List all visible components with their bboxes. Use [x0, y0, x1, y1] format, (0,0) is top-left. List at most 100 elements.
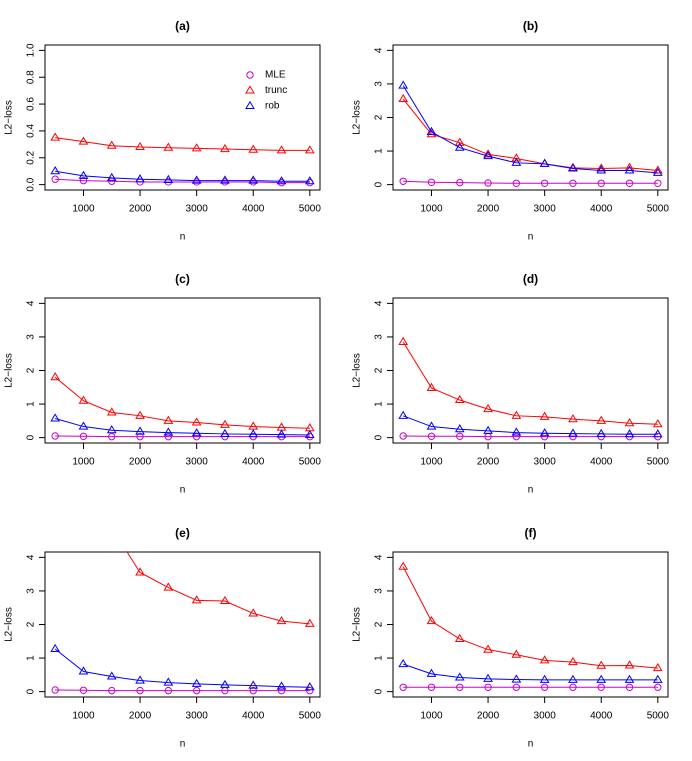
point — [426, 668, 437, 677]
plot-area — [398, 80, 663, 187]
point — [220, 428, 230, 437]
y-tick-label: 4 — [374, 300, 385, 306]
point — [304, 682, 315, 691]
point — [483, 644, 493, 653]
point — [484, 179, 492, 187]
point — [249, 686, 257, 695]
point — [78, 136, 89, 145]
point — [50, 413, 61, 422]
x-axis-label: n — [528, 232, 534, 243]
point — [456, 432, 464, 440]
series-line — [55, 689, 310, 692]
plot-box — [44, 44, 321, 191]
x-tick-label: 1000 — [72, 204, 95, 215]
point — [483, 673, 493, 682]
panel: (c) 1000 2000 3000 4000 5000 0 1 2 3 4 n L2−loss — [4, 272, 322, 495]
panel: (b) 1000 2000 3000 4000 5000 0 1 2 3 4 n L2−loss — [352, 19, 670, 242]
series-line — [55, 178, 310, 184]
point — [163, 582, 174, 591]
point — [220, 143, 230, 153]
chart-title: (b) — [523, 19, 538, 33]
point — [454, 137, 465, 146]
point — [163, 677, 174, 686]
point — [164, 432, 173, 441]
point — [135, 675, 145, 684]
point — [248, 144, 259, 153]
chart-title: (e) — [175, 526, 190, 540]
point — [625, 179, 634, 187]
y-tick-label: 1.0 — [26, 43, 37, 57]
point — [220, 595, 230, 605]
series-line — [55, 170, 310, 182]
point — [427, 178, 436, 186]
chart-title: (d) — [523, 272, 538, 286]
point — [136, 432, 144, 441]
point — [596, 660, 607, 669]
point — [597, 683, 605, 691]
y-tick-label: 2 — [26, 621, 37, 627]
series-line — [55, 137, 310, 151]
point — [106, 425, 117, 434]
point — [569, 683, 577, 691]
plot-area — [50, 132, 315, 187]
point — [248, 608, 259, 617]
point — [512, 683, 521, 691]
point — [454, 424, 465, 433]
x-tick-label: 5000 — [299, 457, 322, 468]
point — [79, 686, 88, 694]
point — [276, 681, 287, 690]
point — [596, 674, 607, 683]
x-axis-label: n — [528, 739, 534, 750]
x-axis-label: n — [180, 485, 186, 496]
x-tick-label: 2000 — [477, 457, 500, 468]
y-tick-label: 4 — [374, 47, 385, 53]
plot-box — [44, 551, 321, 698]
x-tick-label: 4000 — [590, 457, 613, 468]
point — [106, 407, 117, 416]
point — [652, 662, 663, 672]
y-axis-label: L2−loss — [352, 100, 363, 135]
point — [511, 153, 522, 162]
point — [276, 145, 287, 154]
legend-label: MLE — [265, 70, 286, 81]
panel: (e) 1000 2000 3000 4000 5000 0 1 2 3 4 n L2−loss — [4, 402, 322, 749]
series-line — [402, 341, 658, 425]
series-line — [402, 566, 658, 669]
x-tick-label: 2000 — [477, 204, 500, 215]
point — [135, 174, 145, 183]
legend-label: rob — [265, 101, 280, 112]
point — [596, 163, 607, 172]
y-tick-label: 2 — [374, 621, 385, 627]
point — [454, 142, 465, 151]
point — [483, 150, 493, 160]
point — [51, 686, 59, 694]
y-tick-label: 0 — [374, 434, 385, 440]
chart-title: (a) — [175, 19, 190, 33]
y-tick-label: 0 — [374, 688, 385, 694]
point — [106, 671, 117, 680]
y-tick-label: 4 — [374, 554, 385, 560]
y-tick-label: 1 — [26, 655, 37, 661]
point — [652, 419, 663, 428]
point — [512, 179, 521, 187]
point — [454, 672, 465, 681]
x-tick-label: 4000 — [590, 204, 613, 215]
panel: (a) 1000 2000 3000 4000 5000 0.0 0.2 0.4 0.6 0.8 1.… — [4, 19, 322, 242]
point — [511, 674, 522, 683]
point — [191, 678, 202, 687]
panel: (d) 1000 2000 3000 4000 5000 0 1 2 3 4 n L2−loss — [352, 272, 670, 495]
y-tick-label: 1 — [374, 401, 385, 407]
point — [51, 402, 59, 409]
point — [652, 674, 663, 683]
y-tick-label: 0.6 — [26, 97, 37, 111]
point — [191, 428, 202, 437]
point — [79, 176, 88, 185]
x-axis-label: n — [528, 485, 534, 496]
y-tick-label: 3 — [374, 334, 385, 340]
series-line — [54, 648, 310, 688]
y-tick-label: 0.8 — [26, 70, 37, 84]
point — [596, 428, 607, 437]
point — [539, 674, 550, 683]
series-line — [402, 98, 658, 172]
